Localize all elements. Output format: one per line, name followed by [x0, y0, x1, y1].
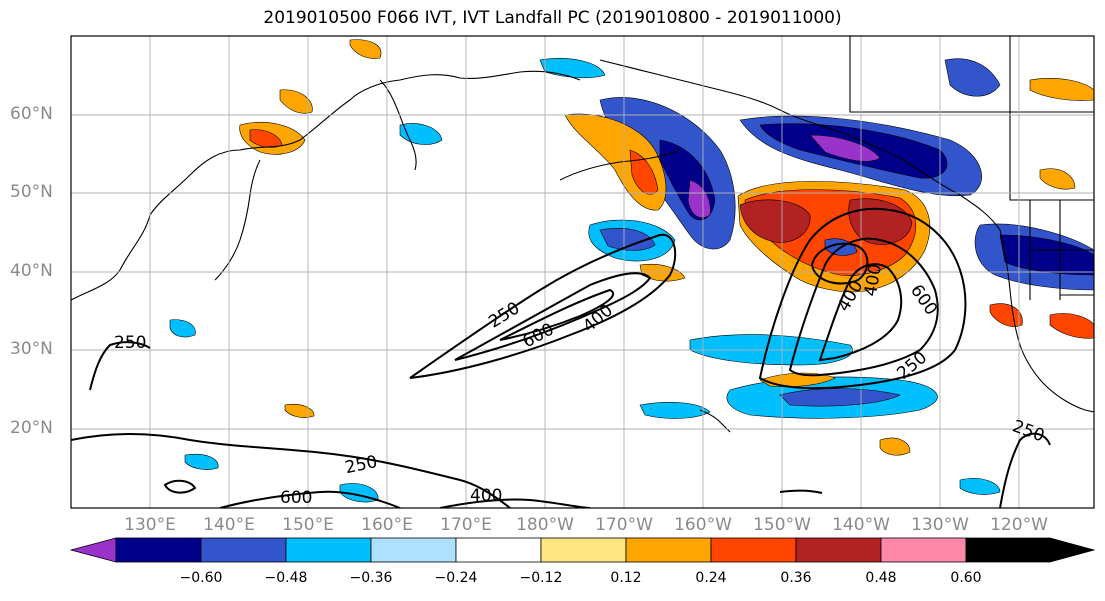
- colorbar-label: −0.24: [434, 570, 478, 586]
- contour-600-south: [219, 490, 401, 508]
- kamchatka-coastline: [379, 79, 417, 171]
- colorbar-label: −0.12: [519, 570, 563, 586]
- colorbar-bin: [710, 537, 797, 563]
- lat-tick-label: 20°N: [10, 418, 53, 438]
- lon-tick-label: 140°W: [832, 515, 890, 535]
- colorbar-bin: [370, 537, 457, 563]
- colorbar-bin: [115, 537, 202, 563]
- graticule: [71, 36, 1094, 508]
- colorbar-bin: [880, 537, 967, 563]
- asia-coastline: [71, 70, 581, 301]
- lon-tick-label: 150°W: [753, 515, 811, 535]
- colorbar-graphic: [69, 537, 1096, 563]
- contour-600-west: [499, 288, 615, 341]
- lon-tick-label: 170°E: [440, 515, 492, 535]
- lon-tick-label: 160°W: [674, 515, 732, 535]
- coastlines: [71, 36, 1094, 433]
- colorbar-bin: [795, 537, 882, 563]
- lon-tick-label: 180°W: [516, 515, 574, 535]
- lat-tick-label: 50°N: [10, 182, 53, 202]
- contour-400-west: [454, 272, 652, 361]
- contour-small-dash: [779, 489, 823, 494]
- colorbar-label: 0.24: [695, 570, 727, 586]
- colorbar-extend-high: [965, 537, 1096, 563]
- ivt-contours: [71, 207, 1051, 508]
- lon-tick-label: 150°E: [282, 515, 334, 535]
- us-state-borders: [1029, 200, 1094, 300]
- contour-label: 600: [280, 488, 312, 508]
- canada-borders: [849, 36, 1094, 201]
- contour-ring-center: [810, 242, 869, 285]
- alaska-coastline: [599, 59, 1001, 231]
- colorbar-bin: [285, 537, 372, 563]
- lon-tick-label: 130°E: [124, 515, 176, 535]
- north-america-coastline: [999, 229, 1094, 413]
- contour-250-west: [409, 233, 677, 379]
- lat-tick-label: 40°N: [10, 261, 53, 281]
- lon-tick-label: 160°E: [361, 515, 413, 535]
- colorbar-label: −0.36: [349, 570, 393, 586]
- lon-tick-label: 170°W: [595, 515, 653, 535]
- contour-400-main: [788, 237, 939, 377]
- contour-250-south: [71, 433, 511, 508]
- contour-250-west-asia: [89, 341, 151, 391]
- colorbar-label: −0.60: [179, 570, 223, 586]
- map-frame: [70, 35, 1095, 509]
- contour-label: 400: [470, 486, 502, 506]
- colorbar-bin: [625, 537, 712, 563]
- lon-tick-label: 120°W: [990, 515, 1048, 535]
- contour-label: 250: [114, 333, 146, 353]
- contour-small-loop: [163, 479, 197, 494]
- colorbar-label: 0.60: [950, 570, 982, 586]
- colorbar-bin: [455, 537, 542, 563]
- colorbar-bin: [200, 537, 287, 563]
- lat-tick-label: 30°N: [10, 339, 53, 359]
- map-title: 2019010500 F066 IVT, IVT Landfall PC (20…: [263, 8, 842, 28]
- contour-250-main: [758, 207, 967, 390]
- aleutian-islands: [559, 149, 681, 181]
- contour-600-main: [818, 263, 903, 362]
- hawaii-islands: [699, 409, 731, 433]
- lat-tick-label: 60°N: [10, 104, 53, 124]
- contour-400-south: [439, 498, 591, 508]
- colorbar-label: 0.36: [780, 570, 812, 586]
- colorbar-extend-low: [69, 537, 117, 563]
- lon-tick-label: 140°E: [203, 515, 255, 535]
- colorbar-label: 0.48: [865, 570, 897, 586]
- colorbar-bin: [540, 537, 627, 563]
- colorbar-label: 0.12: [610, 570, 642, 586]
- contour-250-east: [999, 432, 1051, 508]
- lon-tick-label: 130°W: [911, 515, 969, 535]
- colorbar-label: −0.48: [264, 570, 308, 586]
